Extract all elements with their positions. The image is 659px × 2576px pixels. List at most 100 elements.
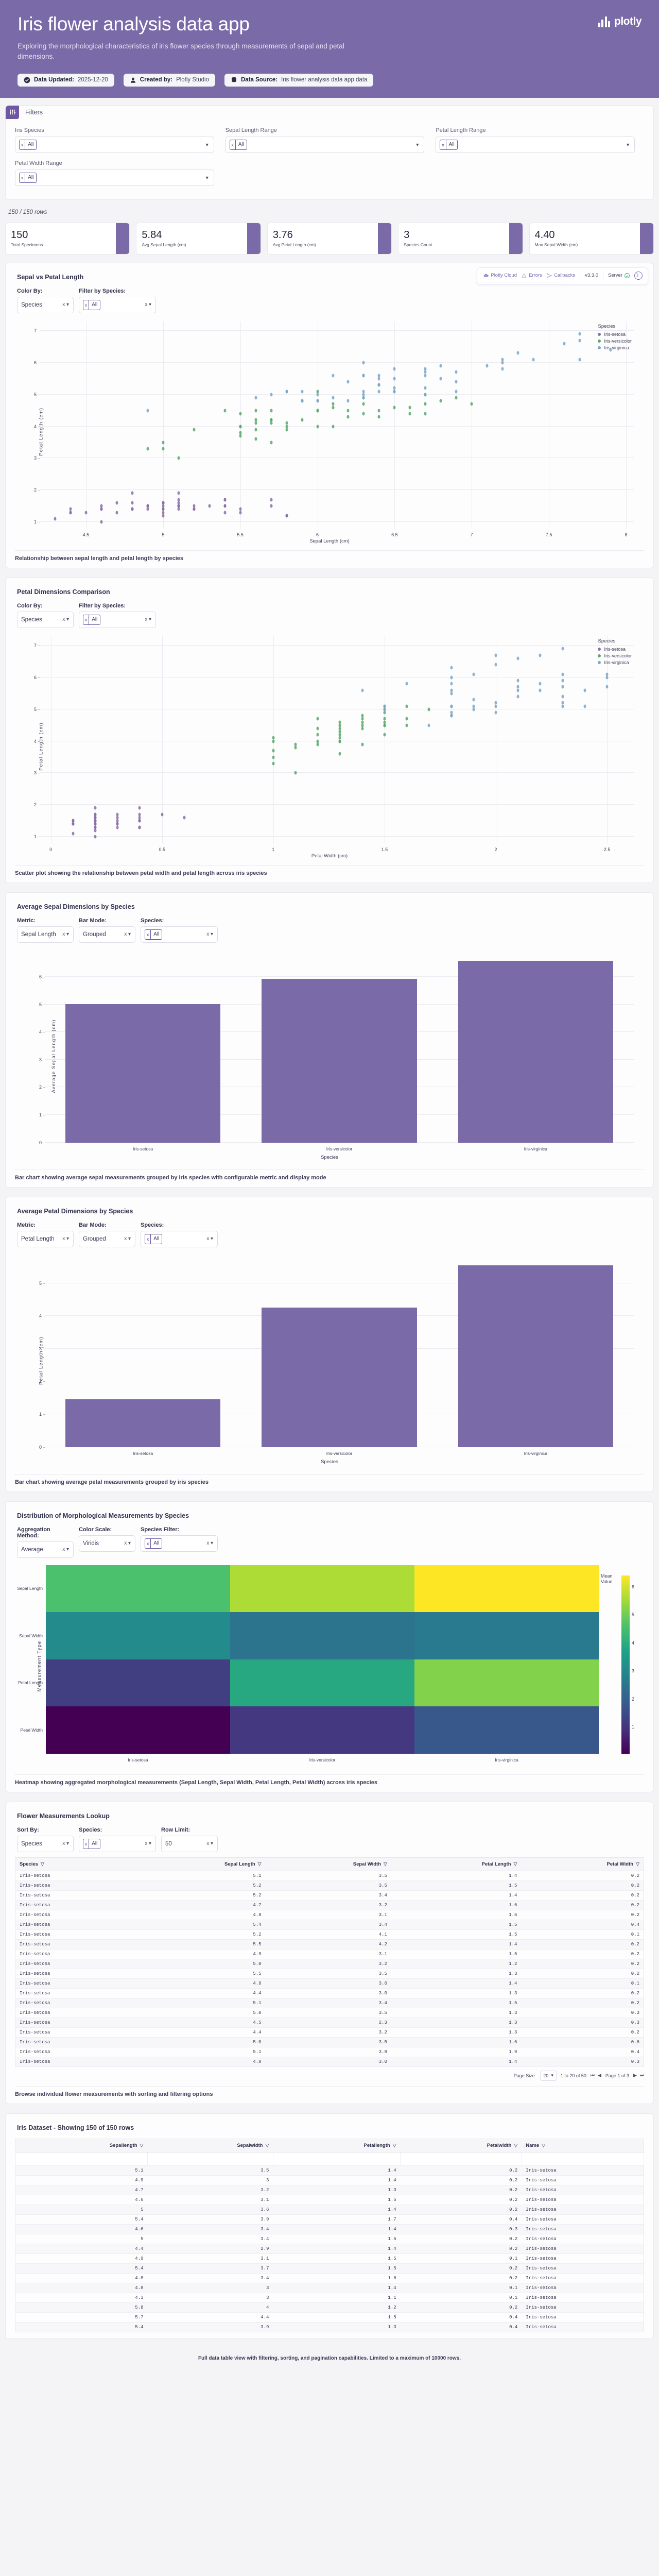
table-row[interactable]: 4.8 3.4 1.6 0.2 Iris-setosa [15, 2273, 644, 2283]
scatter-point[interactable] [455, 370, 458, 374]
scatter-point[interactable] [239, 507, 242, 511]
bar[interactable] [65, 1004, 221, 1143]
scatter-point[interactable] [177, 501, 180, 505]
last-page-button[interactable]: ⏭ [639, 2073, 644, 2078]
scatter-point[interactable] [332, 374, 334, 378]
clear-icon[interactable]: x ▾ [62, 1547, 69, 1552]
scatter-point[interactable] [393, 367, 396, 371]
scatter-point[interactable] [361, 688, 364, 692]
legend-item[interactable]: Iris-setosa [598, 647, 632, 652]
scatter-point[interactable] [383, 733, 386, 737]
scatter-point[interactable] [94, 819, 97, 823]
scatter-point[interactable] [450, 682, 453, 686]
metric-select[interactable]: Sepal Length x ▾ [17, 926, 74, 943]
scatter-point[interactable] [362, 374, 365, 378]
filter-token[interactable]: x All [145, 929, 163, 940]
column-header[interactable]: Petal Length ▽ [391, 1857, 522, 1871]
scatter-point[interactable] [285, 389, 288, 394]
scatter-point[interactable] [270, 440, 273, 445]
avg-petal-bar-chart[interactable]: Petal Length (cm) 0 1 2 3 4 5 Iris-setosa Iris-v… [16, 1252, 643, 1469]
table-row[interactable]: 4.4 2.9 1.4 0.2 Iris-setosa [15, 2244, 644, 2254]
scatter-point[interactable] [316, 733, 319, 737]
scatter-point[interactable] [609, 348, 612, 352]
scatter-point[interactable] [138, 819, 141, 823]
table-row[interactable]: Iris-setosa 4.4 3.2 1.3 0.2 [15, 2027, 644, 2038]
scatter-point[interactable] [223, 498, 227, 502]
table-row[interactable]: 5 3.6 1.4 0.2 Iris-setosa [15, 2205, 644, 2215]
heatmap-cell[interactable] [230, 1565, 414, 1612]
scatter-point[interactable] [162, 447, 165, 451]
scatter-point[interactable] [272, 749, 275, 753]
scatter-point[interactable] [272, 755, 275, 759]
table-row[interactable]: 5.4 3.7 1.5 0.2 Iris-setosa [15, 2263, 644, 2274]
clear-icon[interactable]: x ▾ [206, 1236, 213, 1242]
clear-icon[interactable]: x ▾ [62, 1236, 69, 1242]
clear-icon[interactable]: x ▾ [206, 1540, 213, 1546]
scatter-point[interactable] [254, 421, 257, 425]
lookup-pager[interactable]: Page Size: 20 ▾ 1 to 20 of 50 ⏮ ◀ Page 1… [15, 2070, 644, 2081]
errors-link[interactable]: Errors [522, 273, 542, 278]
heatmap-cell[interactable] [230, 1659, 414, 1706]
column-filter-input[interactable] [15, 2152, 148, 2166]
page-size-select[interactable]: 20 ▾ [540, 2070, 557, 2081]
scatter-point[interactable] [338, 736, 341, 740]
heatmap-cell[interactable] [414, 1659, 599, 1706]
scatter-point[interactable] [162, 504, 165, 508]
scatter-point[interactable] [316, 742, 319, 747]
table-row[interactable]: Iris-setosa 4.4 3.0 1.3 0.2 [15, 1988, 644, 1998]
scatter-point[interactable] [138, 806, 141, 810]
scatter-point[interactable] [272, 739, 275, 743]
heatmap-cell[interactable] [46, 1706, 230, 1754]
scatter-point[interactable] [54, 517, 57, 521]
scatter-point[interactable] [270, 409, 273, 413]
scatter-point[interactable] [346, 399, 350, 403]
token-remove-icon[interactable]: x [20, 140, 26, 149]
color-by-select[interactable]: Species x ▾ [17, 296, 74, 313]
scatter-point[interactable] [177, 507, 180, 511]
token-remove-icon[interactable]: x [145, 1538, 151, 1548]
table-row[interactable]: 4.3 3 1.1 0.1 Iris-setosa [15, 2293, 644, 2303]
scatter-point[interactable] [115, 511, 118, 515]
scatter-point[interactable] [162, 507, 165, 511]
table-row[interactable]: Iris-setosa 5.2 3.5 1.5 0.2 [15, 1880, 644, 1891]
filter-by-species-select[interactable]: x All x ▾ [79, 611, 156, 628]
column-header[interactable]: Sepallength ▽ [15, 2139, 148, 2153]
heatmap-cell[interactable] [230, 1612, 414, 1659]
heatmap-cell[interactable] [46, 1565, 230, 1612]
scatter-point[interactable] [450, 710, 453, 715]
table-row[interactable]: Iris-setosa 5.2 4.1 1.5 0.1 [15, 1929, 644, 1940]
scatter-point[interactable] [161, 812, 164, 817]
scatter-point[interactable] [94, 812, 97, 817]
table-row[interactable]: Iris-setosa 5.5 3.5 1.3 0.2 [15, 1969, 644, 1979]
scatter-point[interactable] [285, 421, 288, 425]
species-select[interactable]: x All x ▾ [141, 1230, 218, 1247]
scatter-point[interactable] [539, 653, 542, 657]
scatter-point[interactable] [424, 367, 427, 371]
token-remove-icon[interactable]: x [83, 300, 90, 310]
clear-icon[interactable]: x ▾ [62, 302, 69, 308]
scatter-point[interactable] [146, 507, 149, 511]
scatter-point[interactable] [472, 707, 475, 711]
scatter-point[interactable] [450, 675, 453, 680]
scatter-point[interactable] [254, 409, 257, 413]
scatter-point[interactable] [94, 816, 97, 820]
scatter-point[interactable] [362, 412, 365, 416]
filter-icon[interactable]: ▽ [514, 2142, 518, 2148]
table-row[interactable]: 4.6 3.1 1.5 0.2 Iris-setosa [15, 2195, 644, 2205]
scatter-point[interactable] [583, 704, 586, 708]
scatter-point[interactable] [532, 358, 535, 362]
scatter-point[interactable] [561, 694, 564, 699]
scatter-point[interactable] [177, 498, 180, 502]
scatter-point[interactable] [116, 812, 119, 817]
scatter-point[interactable] [361, 723, 364, 727]
chevron-down-icon[interactable]: ▾ [551, 2073, 553, 2078]
scatter-point[interactable] [193, 504, 196, 508]
scatter-point[interactable] [361, 742, 364, 747]
scatter-point[interactable] [501, 367, 504, 371]
scatter-point[interactable] [177, 504, 180, 508]
table-row[interactable]: 5.8 4 1.2 0.2 Iris-setosa [15, 2302, 644, 2313]
scatter-point[interactable] [377, 415, 380, 419]
scatter-point[interactable] [427, 723, 430, 727]
legend-item[interactable]: Iris-versicolor [598, 338, 632, 344]
scatter-point[interactable] [393, 389, 396, 394]
